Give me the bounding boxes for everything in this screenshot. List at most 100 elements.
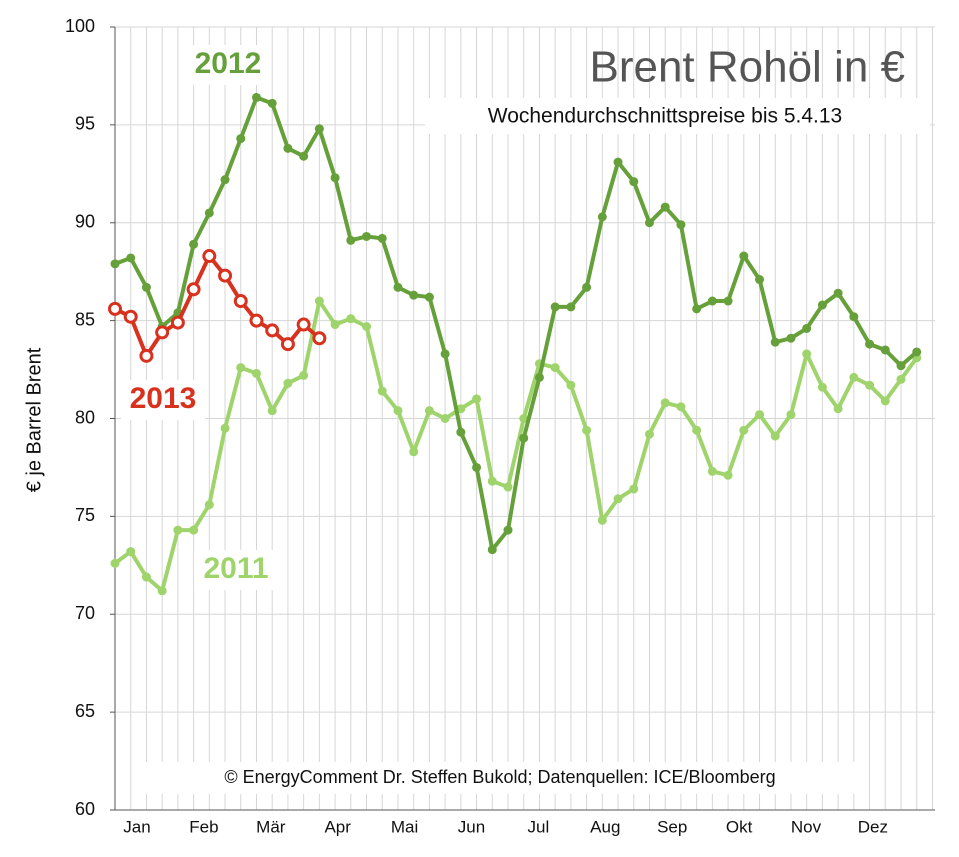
point [833, 404, 843, 414]
point [802, 323, 812, 333]
point [424, 406, 434, 416]
point [155, 325, 170, 340]
point [139, 348, 154, 363]
point [409, 290, 419, 300]
y-tick-label: 65 [75, 701, 95, 721]
point [283, 143, 293, 153]
point [283, 378, 293, 388]
point [377, 386, 387, 396]
point [236, 134, 246, 144]
point [817, 382, 827, 392]
point [251, 92, 261, 102]
point [249, 313, 264, 328]
point [299, 370, 309, 380]
point [251, 368, 261, 378]
point [173, 525, 183, 535]
point [519, 433, 529, 443]
point [424, 292, 434, 302]
x-tick-label: Sep [657, 817, 687, 836]
point [582, 425, 592, 435]
y-axis-label: € je Barrel Brent [23, 347, 45, 492]
series-label-box [121, 380, 205, 420]
point [126, 547, 136, 557]
point [865, 380, 875, 390]
x-tick-label: Jan [123, 817, 150, 836]
point [456, 427, 466, 437]
point [204, 208, 214, 218]
point [314, 124, 324, 134]
point [409, 447, 419, 457]
point [613, 494, 623, 504]
point [346, 314, 356, 324]
point [280, 337, 295, 352]
point [220, 175, 230, 185]
point [186, 282, 201, 297]
point [723, 470, 733, 480]
source-box [145, 762, 855, 794]
x-tick-label: Dez [858, 817, 888, 836]
point [660, 398, 670, 408]
chart-title: Brent Rohöl in € [589, 43, 905, 92]
point [204, 500, 214, 510]
series-line [114, 95, 919, 552]
series-label: 2011 [203, 552, 268, 585]
point [755, 410, 765, 420]
series-line [113, 299, 919, 593]
point [362, 321, 372, 331]
point [676, 220, 686, 230]
point [267, 98, 277, 108]
point [393, 282, 403, 292]
point [629, 177, 639, 187]
point [440, 414, 450, 423]
source: © EnergyComment Dr. Steffen Bukold; Date… [224, 767, 775, 787]
series-label-box [194, 550, 278, 590]
point [770, 431, 780, 441]
point [189, 239, 199, 249]
point [330, 320, 340, 330]
point [157, 586, 167, 596]
point [739, 425, 749, 435]
point [189, 525, 199, 535]
y-tick-label: 60 [75, 799, 95, 819]
point [865, 339, 875, 349]
point [786, 410, 796, 420]
series-label: 2012 [195, 47, 262, 80]
point [739, 251, 749, 261]
point [597, 212, 607, 222]
point [692, 425, 702, 435]
x-tick-label: Apr [324, 817, 351, 836]
series-label: 2013 [130, 382, 197, 415]
y-tick-label: 70 [75, 603, 95, 623]
point [296, 317, 311, 332]
subtitle: Wochendurchschnittspreise bis 5.4.13 [488, 105, 842, 128]
point [220, 423, 230, 433]
point [126, 253, 136, 263]
point [660, 202, 670, 212]
point [786, 333, 796, 343]
point [110, 558, 120, 568]
point [472, 462, 482, 472]
x-tick-label: Mär [256, 817, 286, 836]
point [487, 476, 497, 486]
point [534, 372, 544, 382]
point [314, 296, 324, 306]
point [110, 259, 120, 269]
y-tick-label: 75 [75, 505, 95, 525]
point [849, 312, 859, 322]
point [141, 282, 151, 292]
point [770, 337, 780, 347]
x-tick-label: Nov [791, 817, 822, 836]
point [346, 235, 356, 245]
grid [110, 26, 935, 811]
x-tick-label: Mai [391, 817, 418, 836]
point [613, 157, 623, 167]
point [108, 301, 122, 316]
point [707, 466, 717, 476]
point [692, 304, 702, 314]
series-label-box [186, 45, 270, 85]
point [566, 302, 576, 312]
marks [108, 92, 922, 596]
x-tick-label: Jul [528, 817, 550, 836]
point [312, 331, 327, 346]
